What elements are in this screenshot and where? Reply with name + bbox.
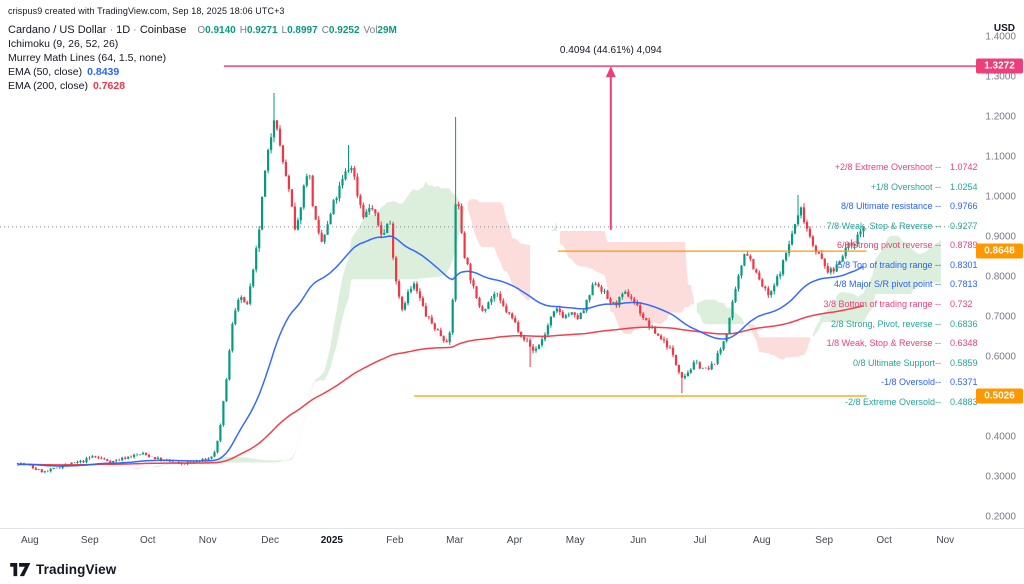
- time-axis-label: Apr: [506, 535, 523, 546]
- price-axis-tick: 1.2000: [985, 111, 1016, 123]
- indicator-row-ema50[interactable]: EMA (50, close) 0.8439: [8, 65, 397, 79]
- separator-dot: ·: [133, 24, 137, 36]
- currency-label: USD: [993, 23, 1015, 34]
- time-axis-label: Nov: [936, 535, 955, 546]
- price-axis-tick: 1.0000: [985, 191, 1016, 203]
- indicator-name: Ichimoku (9, 26, 52, 26): [8, 38, 119, 50]
- indicator-name: EMA (50, close): [8, 66, 83, 78]
- price-axis-tick: 1.1000: [985, 151, 1016, 163]
- ema-50-line: [18, 235, 864, 467]
- attribution-text: crispus9 created with TradingView.com, S…: [8, 6, 285, 16]
- indicator-row-ichimoku[interactable]: Ichimoku (9, 26, 52, 26): [8, 37, 397, 51]
- price-axis-badge: 0.5026: [976, 388, 1023, 404]
- time-axis-label: Mar: [446, 535, 464, 546]
- close-value: 0.9252: [328, 25, 360, 36]
- candles: [16, 93, 865, 474]
- price-axis-badge: 0.8648: [976, 243, 1023, 259]
- price-axis-tick: 0.8000: [985, 271, 1016, 283]
- price-range-arrow[interactable]: [605, 66, 616, 230]
- time-axis-label: 2025: [320, 535, 343, 546]
- time-axis-label: Sep: [80, 535, 99, 546]
- price-axis-tick: 0.7000: [985, 311, 1016, 323]
- indicator-row-ema200[interactable]: EMA (200, close) 0.7628: [8, 79, 397, 93]
- tradingview-logo-text: TradingView: [36, 562, 117, 577]
- interval-label[interactable]: 1D: [116, 24, 131, 36]
- price-axis-tick: 0.6000: [985, 351, 1016, 363]
- price-axis-tick: 1.4000: [985, 31, 1016, 43]
- high-key: H: [239, 25, 247, 36]
- price-range-measure-label: 0.4094 (44.61%) 4,094: [559, 45, 662, 57]
- tradingview-logo-icon: [10, 562, 31, 577]
- tradingview-logo[interactable]: TradingView: [10, 562, 116, 577]
- ohlc-values: O0.9140 H0.9271 L0.8997 C0.9252 Vol29M: [193, 25, 397, 36]
- indicator-row-murrey[interactable]: Murrey Math Lines (64, 1.5, none): [8, 51, 397, 65]
- time-axis-label: Feb: [386, 535, 404, 546]
- indicator-value: 0.7628: [92, 80, 126, 92]
- time-axis-label: Jun: [630, 535, 647, 546]
- legend: Cardano / US Dollar · 1D · Coinbase O0.9140 H0…: [8, 23, 397, 93]
- horizontal-rays[interactable]: [223, 65, 1008, 397]
- time-axis-label: Dec: [261, 535, 279, 546]
- time-axis-label: Jul: [693, 535, 707, 546]
- price-axis-tick: 0.3000: [985, 471, 1016, 483]
- ema-200-line: [18, 304, 864, 466]
- time-axis-label: Oct: [876, 535, 892, 546]
- price-axis[interactable]: USD 1.4000 1.3000 1.2000 1.1000 1.0000 0.9000…: [974, 0, 1024, 528]
- price-axis-tick: 0.9000: [985, 231, 1016, 243]
- price-axis-tick: 1.3000: [985, 71, 1016, 83]
- price-axis-tick: 0.2000: [985, 511, 1016, 523]
- time-axis-label: May: [565, 535, 585, 546]
- open-value: 0.9140: [205, 25, 236, 36]
- open-key: O: [197, 25, 206, 36]
- symbol-title[interactable]: Cardano / US Dollar: [8, 24, 107, 36]
- high-value: 0.9271: [246, 25, 278, 36]
- indicator-name: Murrey Math Lines (64, 1.5, none): [8, 52, 167, 64]
- time-axis-label: Aug: [20, 535, 39, 546]
- close-key: C: [321, 25, 329, 36]
- time-axis-label: Aug: [752, 535, 771, 546]
- exchange-label: Coinbase: [139, 24, 187, 36]
- time-axis-label: Oct: [140, 535, 156, 546]
- volume-key: Vol: [363, 25, 378, 36]
- price-axis-tick: 0.4000: [985, 431, 1016, 443]
- symbol-row[interactable]: Cardano / US Dollar · 1D · Coinbase O0.9140 H0…: [8, 23, 397, 37]
- low-key: L: [281, 25, 288, 36]
- time-axis-label: Nov: [198, 535, 217, 546]
- separator-dot: ·: [109, 24, 114, 36]
- volume-value: 29M: [377, 25, 397, 36]
- indicator-value: 0.8439: [87, 66, 120, 78]
- price-axis-badge: 1.3272: [976, 58, 1023, 74]
- indicator-name: EMA (200, close): [8, 80, 88, 92]
- low-value: 0.8997: [287, 25, 318, 36]
- time-axis-label: Sep: [815, 535, 834, 546]
- time-axis[interactable]: Aug Sep Oct Nov Dec 2025 Feb Mar Apr May Jun Jul Aug…: [0, 528, 1024, 555]
